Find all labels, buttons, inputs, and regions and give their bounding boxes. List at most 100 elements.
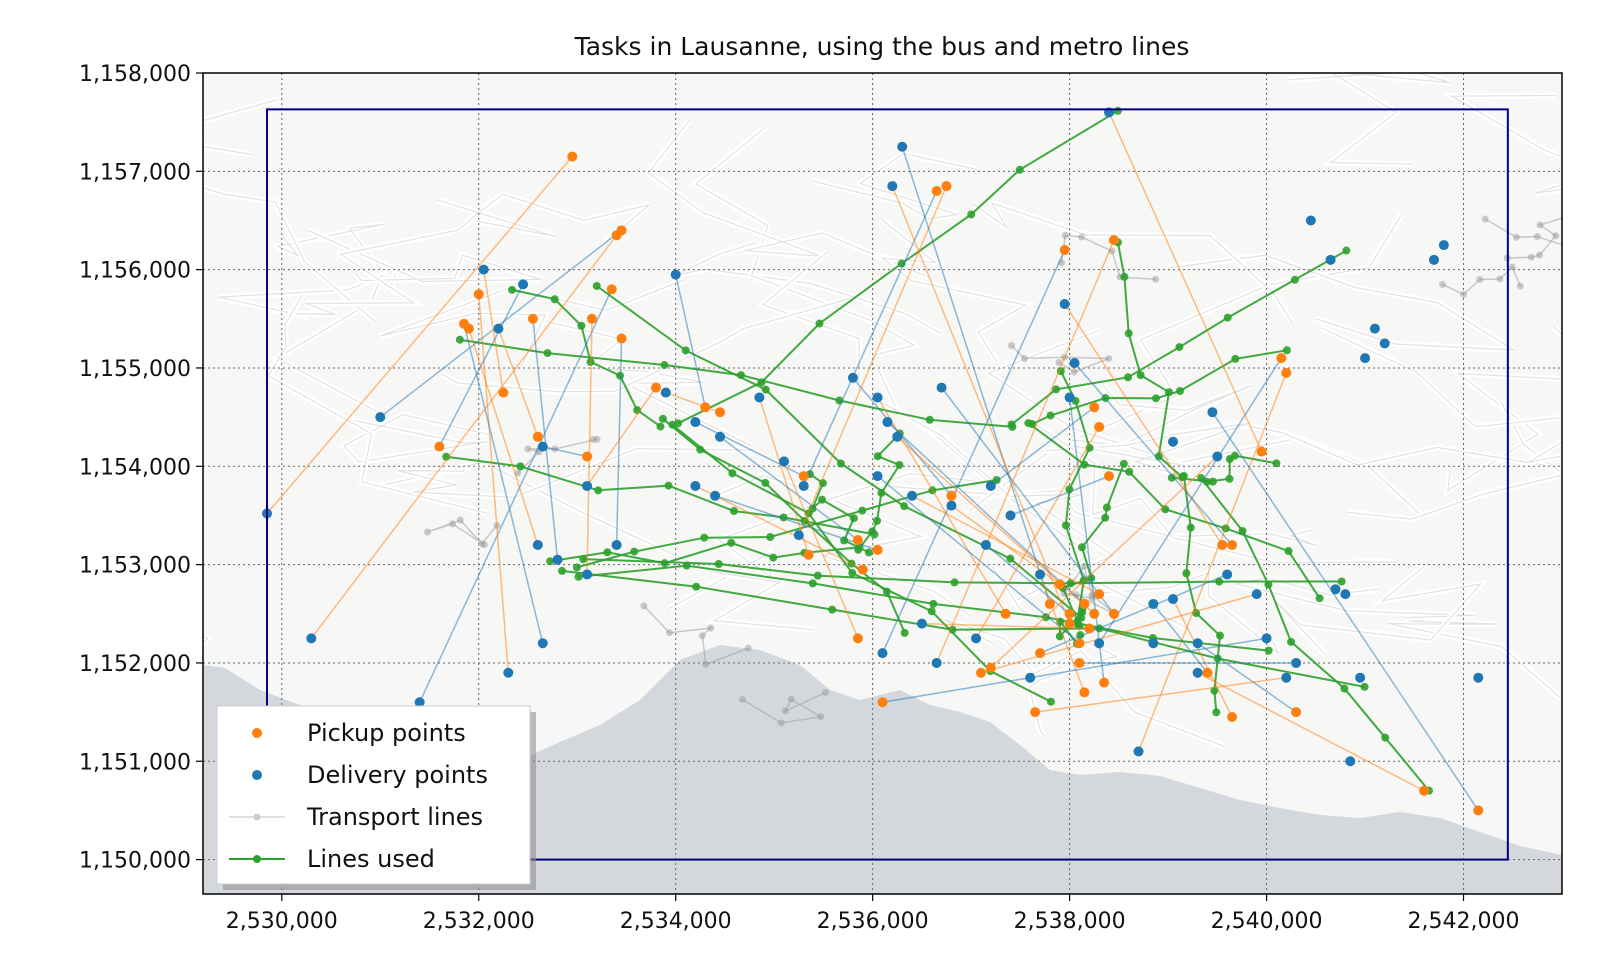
pickup-point [1074,638,1085,649]
used-line-stop [808,579,817,588]
pickup-point [803,549,814,560]
delivery-point [1291,657,1302,668]
transport-stop [1496,275,1504,283]
used-line-stop [1290,275,1299,284]
pickup-point [651,382,661,393]
map-road-edge [1065,499,1319,547]
task-arrow [783,461,859,639]
transport-stop [1476,276,1484,284]
delivery-point [931,657,942,668]
used-line-stop [572,563,581,572]
pickup-point [1099,677,1110,688]
map-road-edge [1321,327,1562,463]
delivery-point [670,269,681,280]
task-arrow [1064,303,1223,546]
delivery-point [847,372,858,383]
pickup-point [1104,471,1114,482]
transport-stop [449,520,457,528]
pickup-point [527,313,538,324]
delivery-point [1305,215,1316,226]
used-line-stop [594,486,603,495]
pickup-point [1276,353,1287,364]
used-line-stop [1315,594,1324,603]
x-tick-label: 2,534,000 [620,909,732,934]
task-arrow [1172,598,1233,718]
map-road-edge [987,559,1118,737]
task-arrow [1068,397,1105,683]
delivery-point [552,554,563,565]
transport-stop [1516,282,1524,290]
task-arrow [438,284,524,447]
transport-stop [1055,359,1063,367]
used-line-stop [868,527,877,536]
used-line-stop [1272,459,1281,468]
legend-used-marker [253,855,261,863]
transport-stop [666,629,674,637]
used-line-stop [1264,580,1273,589]
task-arrow [1137,372,1287,752]
used-line-stop [1360,682,1369,691]
task-arrow [463,323,544,644]
delivery-point [985,480,996,491]
delivery-point [1438,240,1449,251]
used-line-stop [1287,637,1296,646]
used-line-stop [848,569,857,578]
pickup-point [1419,785,1430,796]
y-tick-label: 1,156,000 [79,259,191,284]
pickup-point [606,284,617,295]
pickup-point [877,697,888,708]
map-road-edge [396,448,753,499]
used-line-stop [577,321,586,330]
transport-line [427,519,498,546]
delivery-point [478,264,489,275]
pickup-point [985,662,996,673]
map-road-edge [335,413,489,463]
task-arrow [586,387,657,487]
pickup-point [463,323,474,334]
map-road-edge [675,242,941,334]
delivery-point [537,638,548,649]
delivery-point [1148,598,1159,609]
used-line-stop [1151,394,1160,403]
delivery-point [887,181,898,192]
used-line-stop [864,548,873,557]
used-line-stop [1230,451,1239,460]
task-arrow [714,495,878,551]
map-road-edge [288,217,473,315]
transport-stop [744,644,752,652]
transport-stop [777,719,785,727]
transport-stop [1460,290,1468,298]
transport-lines [423,215,1562,727]
transport-stop [1508,263,1516,271]
used-line-stop [1015,165,1024,174]
used-line-stop [813,571,822,580]
delivery-point [690,417,701,428]
transport-stop [1438,280,1446,288]
delivery-point [1207,407,1218,418]
used-line-stop [546,557,555,566]
map-road-edge [1387,617,1562,700]
map-road-edge [711,474,971,616]
transport-stop [1152,275,1160,283]
y-axis: 1,150,000 1,151,000 1,152,000 1,153,000 1,15… [79,62,203,874]
used-line-stop [1124,329,1133,338]
delivery-point [1281,672,1292,683]
pickup-point [1030,707,1041,718]
delivery-point [971,633,982,644]
used-line-stop [630,547,639,556]
used-line-stop [1102,503,1111,512]
used-line-stop [925,415,934,424]
transport-stop [640,602,648,610]
delivery-point [503,667,514,678]
used-line-stop [1381,733,1390,742]
used-line-stop [579,555,588,564]
task-arrow [886,421,1085,605]
delivery-point [946,500,957,511]
delivery-point [936,382,947,393]
transport-stop [1061,231,1069,239]
pickup-point [473,289,484,300]
used-line-stop [927,607,936,616]
used-line-stop [1202,477,1211,486]
delivery-point [1355,672,1366,683]
used-line-stop [929,599,938,608]
